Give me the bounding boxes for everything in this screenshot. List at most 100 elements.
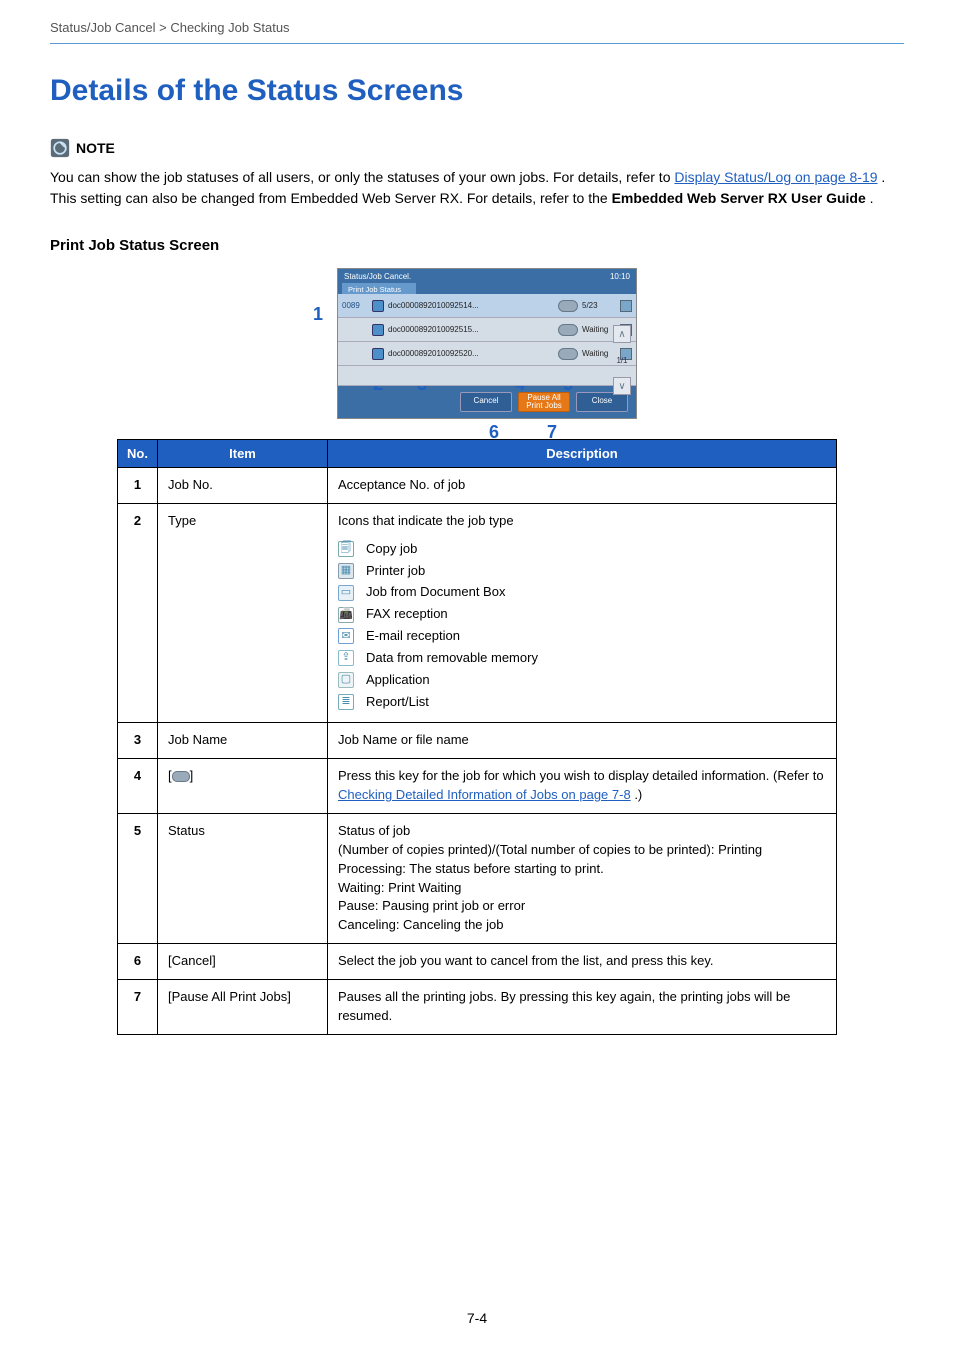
cell-desc: Select the job you want to cancel from t… [328,944,837,980]
job-name: doc0000892010092514... [388,301,554,310]
page-title: Details of the Status Screens [50,74,904,108]
cell-desc: Press this key for the job for which you… [328,759,837,814]
note-text-1: You can show the job statuses of all use… [50,169,674,185]
table-row: 6 [Cancel] Select the job you want to ca… [118,944,837,980]
scroll-down-button[interactable]: ∨ [613,377,631,395]
icon-label: Data from removable memory [366,649,538,668]
device-row[interactable]: doc0000892010092520... Waiting [338,342,636,366]
close-button[interactable]: Close [576,392,628,412]
col-no: No. [118,440,158,468]
job-type-icon [372,324,384,336]
app-job-icon: ▢ [338,672,354,688]
cell-item: [Pause All Print Jobs] [158,979,328,1034]
table-row: 7 [Pause All Print Jobs] Pauses all the … [118,979,837,1034]
col-item: Item [158,440,328,468]
cell-item: Job No. [158,468,328,504]
device-header-left: Status/Job Cancel. [344,272,411,281]
cell-no: 5 [118,813,158,943]
cell-desc: Icons that indicate the job type 🗐Copy j… [328,503,837,723]
icon-label: FAX reception [366,605,448,624]
table-row: 5 Status Status of job (Number of copies… [118,813,837,943]
section-heading: Print Job Status Screen [50,237,904,254]
icon-label: E-mail reception [366,627,460,646]
status-line: Waiting: Print Waiting [338,879,826,898]
note-text-3: . [870,190,874,206]
note-heading: NOTE [50,138,115,158]
cell-item: Status [158,813,328,943]
job-status: Waiting [582,325,616,334]
status-line: Pause: Pausing print job or error [338,897,826,916]
cell-item: Type [158,503,328,723]
info-icon[interactable] [558,348,578,360]
info-icon[interactable] [558,300,578,312]
pause-label-2: Print Jobs [526,401,562,410]
icon-label: Report/List [366,693,429,712]
device-row-empty [338,366,636,386]
cell-desc: Pauses all the printing jobs. By pressin… [328,979,837,1034]
job-status: Waiting [582,349,616,358]
table-row: 2 Type Icons that indicate the job type … [118,503,837,723]
type-lead: Icons that indicate the job type [338,512,826,531]
pause-all-button[interactable]: Pause All Print Jobs [518,392,570,412]
icon-label: Printer job [366,562,425,581]
report-job-icon: ≣ [338,694,354,710]
status-line: Canceling: Canceling the job [338,916,826,935]
printer-job-icon: ▦ [338,563,354,579]
device-clock: 10:10 [610,272,630,281]
table-row: 3 Job Name Job Name or file name [118,723,837,759]
cell-desc: Status of job (Number of copies printed)… [328,813,837,943]
job-name: doc0000892010092520... [388,349,554,358]
usb-job-icon: ⇪ [338,650,354,666]
scroll-up-button[interactable]: ∧ [613,325,631,343]
status-line: Processing: The status before starting t… [338,860,826,879]
device-tab[interactable]: Print Job Status [342,283,416,294]
desc-before: Press this key for the job for which you… [338,768,824,783]
job-status: 5/23 [582,301,616,310]
cell-item: [Cancel] [158,944,328,980]
job-type-icon [372,300,384,312]
col-desc: Description [328,440,837,468]
icon-label: Copy job [366,540,417,559]
device-row[interactable]: 0089 doc0000892010092514... 5/23 [338,294,636,318]
reference-table: No. Item Description 1 Job No. Acceptanc… [117,439,837,1035]
note-icon [50,138,70,158]
cell-item: Job Name [158,723,328,759]
note-block: NOTE You can show the job statuses of al… [50,138,904,209]
note-label: NOTE [76,140,115,156]
device-screenshot: 1 2 3 4 5 6 7 Status/Job Cancel. 10:10 P… [50,268,904,419]
device-job-list: 0089 doc0000892010092514... 5/23 doc0000… [338,294,636,386]
cell-no: 4 [118,759,158,814]
email-job-icon: ✉ [338,628,354,644]
fax-job-icon: 📠 [338,607,354,623]
device-panel: Status/Job Cancel. 10:10 Print Job Statu… [337,268,637,419]
cell-item: [] [158,759,328,814]
table-row: 1 Job No. Acceptance No. of job [118,468,837,504]
page-number: 7-4 [0,1310,954,1326]
icon-label: Job from Document Box [366,583,505,602]
callout-7: 7 [547,422,557,443]
device-row[interactable]: doc0000892010092515... Waiting [338,318,636,342]
info-icon[interactable] [558,324,578,336]
cell-desc: Job Name or file name [328,723,837,759]
job-type-icon [372,348,384,360]
desc-after: .) [634,787,642,802]
cancel-button[interactable]: Cancel [460,392,512,412]
job-name: doc0000892010092515... [388,325,554,334]
note-body: You can show the job statuses of all use… [50,167,904,209]
cell-no: 7 [118,979,158,1034]
cell-desc: Acceptance No. of job [328,468,837,504]
table-row: 4 [] Press this key for the job for whic… [118,759,837,814]
note-bold-tail: Embedded Web Server RX User Guide [612,190,866,206]
cell-no: 2 [118,503,158,723]
callout-6: 6 [489,422,499,443]
callout-1: 1 [313,304,323,325]
detail-info-link[interactable]: Checking Detailed Information of Jobs on… [338,787,631,802]
status-icon [620,300,632,312]
device-scrollbar: ∧ 1/1 ∨ [612,325,632,395]
info-pill-icon [172,771,190,782]
page-indicator: 1/1 [616,356,627,365]
cell-no: 3 [118,723,158,759]
job-no: 0089 [342,301,368,310]
display-status-link[interactable]: Display Status/Log on page 8-19 [674,169,877,185]
status-line: (Number of copies printed)/(Total number… [338,841,826,860]
